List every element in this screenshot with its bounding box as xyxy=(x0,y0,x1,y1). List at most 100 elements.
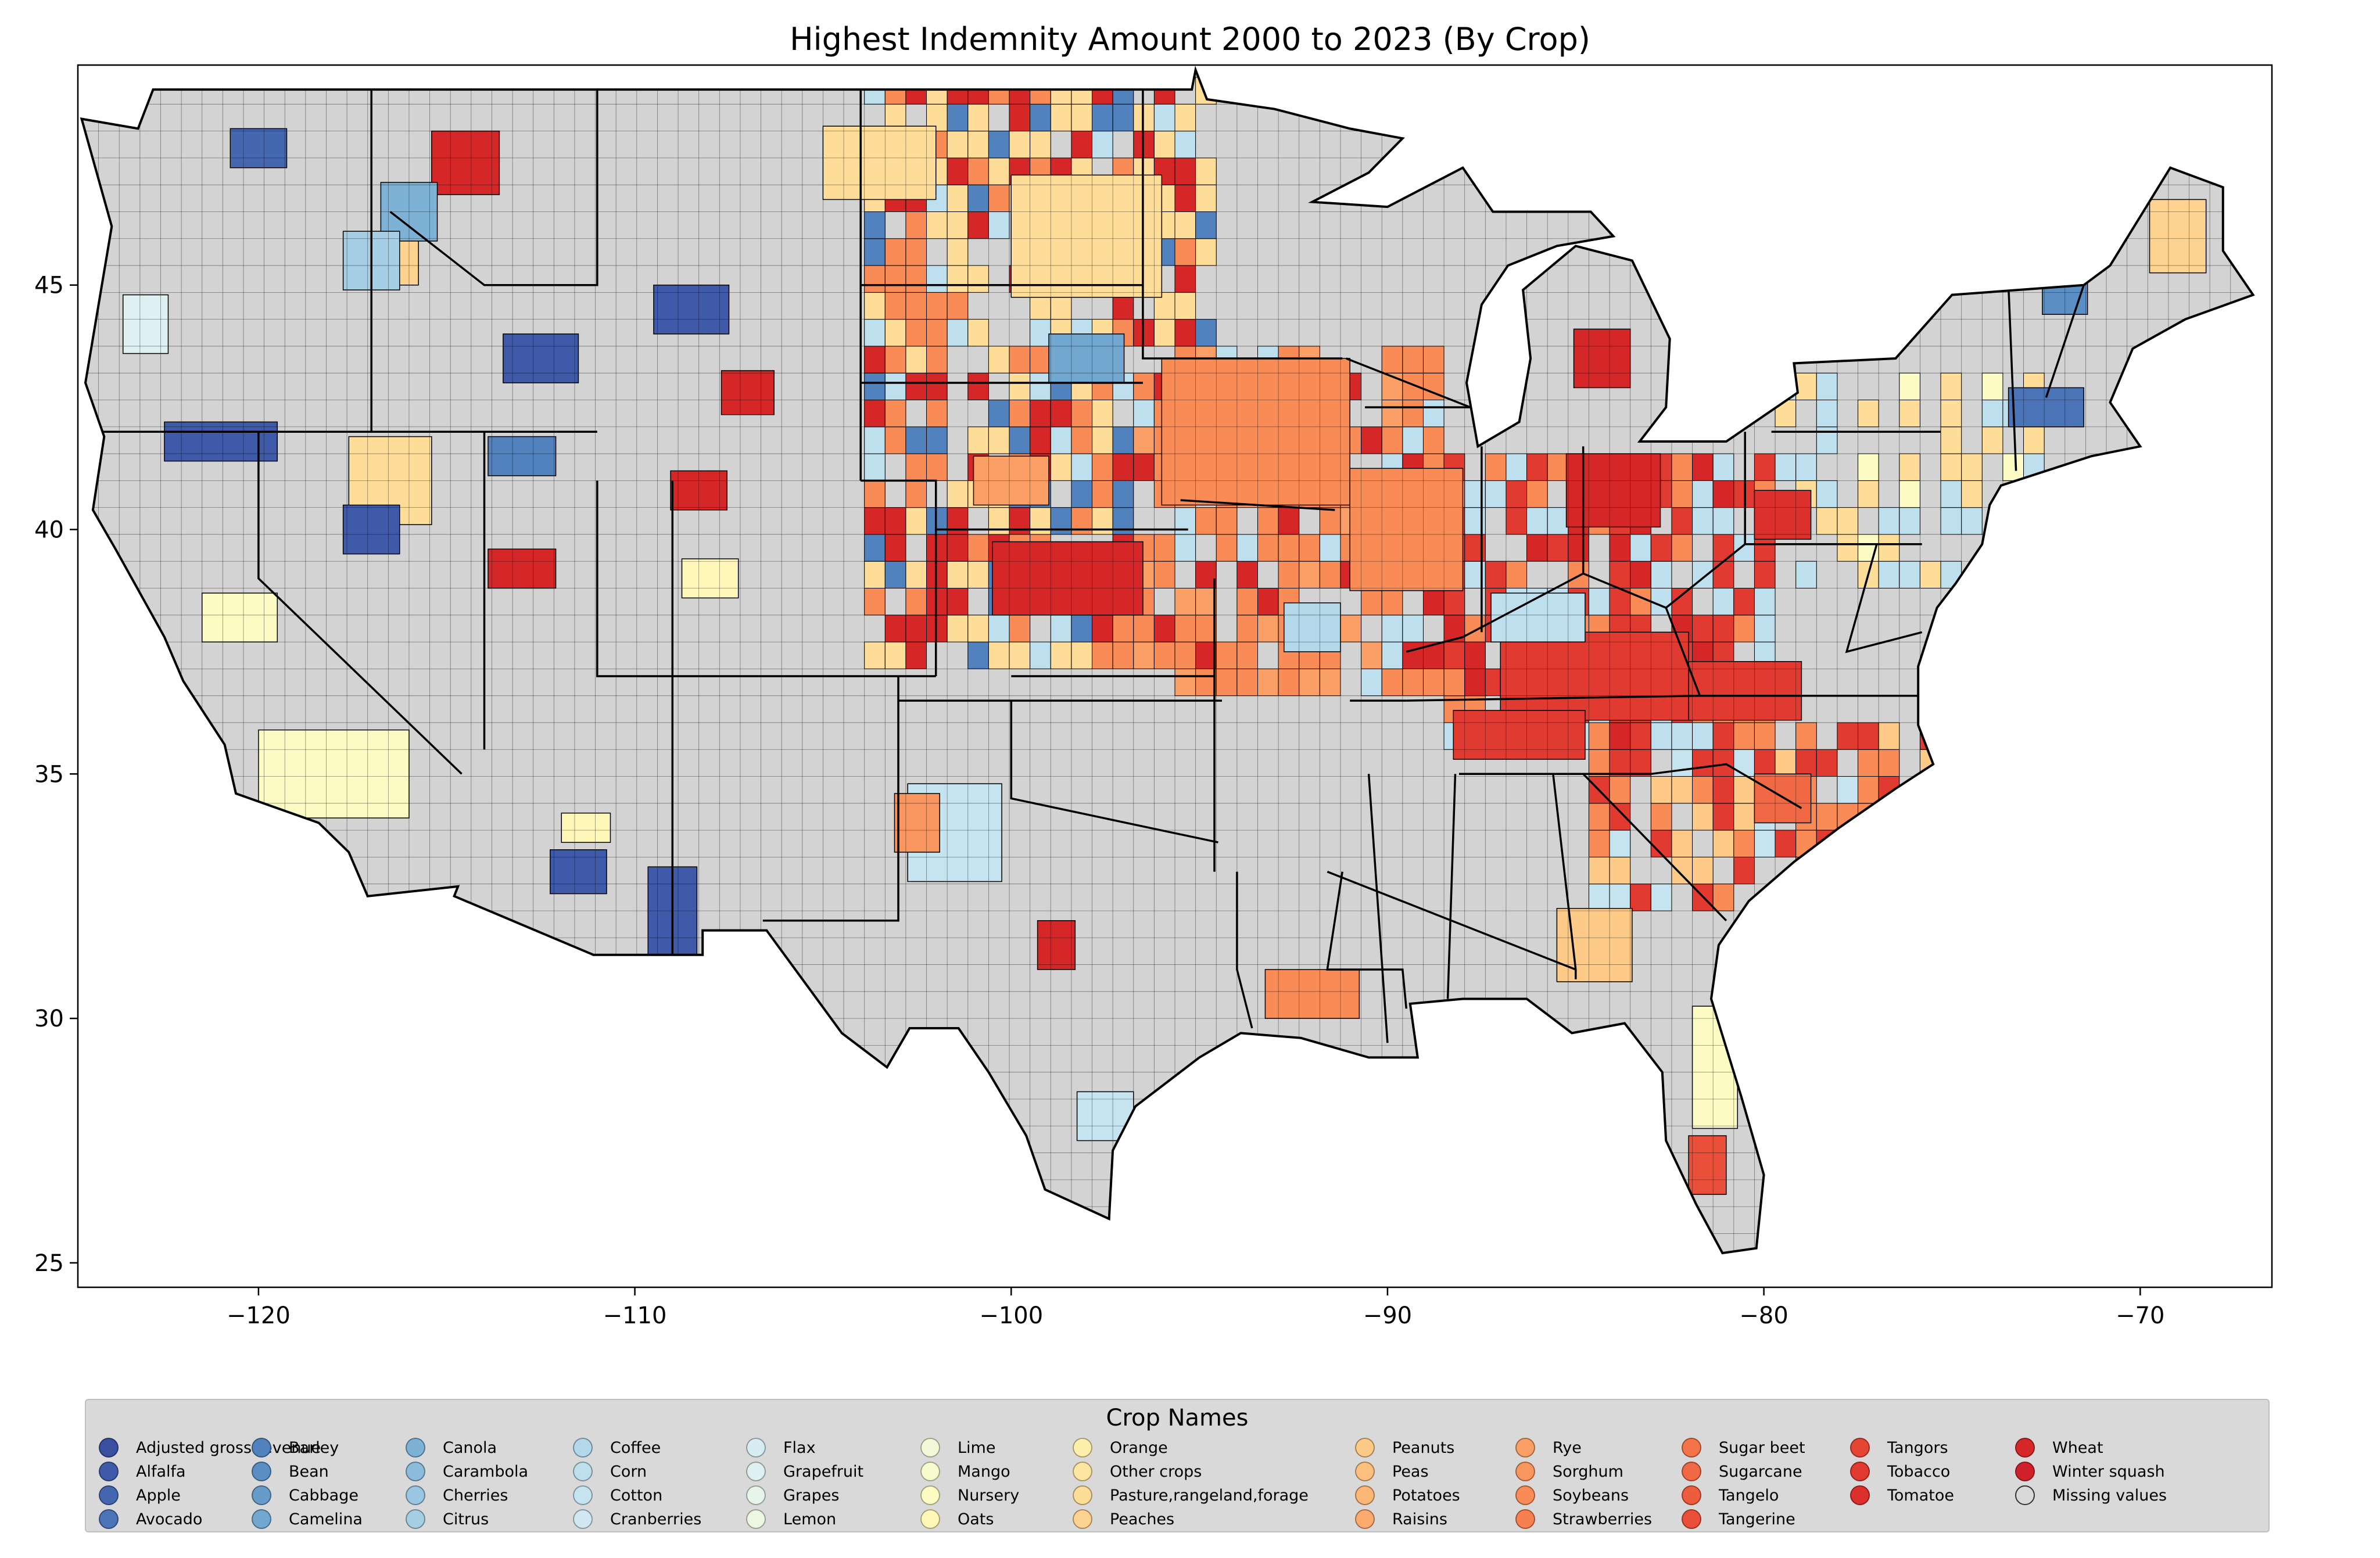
legend-marker xyxy=(920,1438,940,1458)
legend-item: Nursery xyxy=(920,1484,1019,1507)
legend-label: Rye xyxy=(1553,1438,1582,1457)
county-region xyxy=(2008,387,2084,428)
legend-label: Missing values xyxy=(2052,1486,2167,1505)
chart-title: Highest Indemnity Amount 2000 to 2023 (B… xyxy=(790,21,1590,58)
legend-marker xyxy=(1073,1438,1092,1458)
legend-item: Wheat xyxy=(2015,1436,2103,1459)
x-tick-label: −120 xyxy=(227,1302,291,1329)
county-region xyxy=(1284,602,1341,652)
legend-item: Citrus xyxy=(406,1507,489,1531)
legend-item: Barley xyxy=(252,1436,339,1459)
legend-marker xyxy=(746,1462,766,1481)
county-region xyxy=(1688,661,1802,721)
y-tick-label: 25 xyxy=(34,1250,64,1277)
x-axis: −120 −110 −100 −90 −80 −70 xyxy=(227,1287,2165,1329)
legend-item: Other crops xyxy=(1073,1460,1202,1483)
county-region xyxy=(1349,468,1464,591)
legend-marker xyxy=(2015,1485,2035,1505)
county-region xyxy=(653,284,730,335)
legend-marker xyxy=(99,1509,119,1529)
legend-label: Peaches xyxy=(1110,1510,1175,1528)
legend-item: Cotton xyxy=(573,1484,662,1507)
legend-marker xyxy=(1073,1462,1092,1481)
legend-label: Cranberries xyxy=(610,1510,702,1528)
legend-item: Coffee xyxy=(573,1436,661,1459)
legend-label: Wheat xyxy=(2052,1438,2103,1457)
county-region xyxy=(258,729,410,819)
legend-marker xyxy=(1355,1485,1375,1505)
x-tick-label: −90 xyxy=(1363,1302,1412,1329)
legend-item: Tobacco xyxy=(1850,1460,1950,1483)
legend-item: Carambola xyxy=(406,1460,528,1483)
legend-item: Tomatoe xyxy=(1850,1484,1954,1507)
legend-label: Tomatoe xyxy=(1887,1486,1954,1505)
county-region xyxy=(1048,333,1125,383)
legend-label: Sorghum xyxy=(1553,1462,1623,1481)
legend-label: Citrus xyxy=(443,1510,489,1528)
legend-item: Mango xyxy=(920,1460,1010,1483)
county-region xyxy=(1688,1135,1727,1195)
x-tick-label: −80 xyxy=(1739,1302,1788,1329)
plot-frame xyxy=(77,64,2273,1288)
legend-label: Alfalfa xyxy=(136,1462,186,1481)
legend-marker xyxy=(1682,1462,1701,1481)
legend-marker xyxy=(920,1462,940,1481)
legend-item: Sugarcane xyxy=(1682,1460,1802,1483)
county-region xyxy=(1573,328,1631,389)
legend-label: Soybeans xyxy=(1553,1486,1629,1505)
legend-marker xyxy=(406,1485,425,1505)
legend-item: Pasture,rangeland,forage xyxy=(1073,1484,1309,1507)
legend-item: Peas xyxy=(1355,1460,1429,1483)
legend-marker xyxy=(1515,1438,1535,1458)
y-tick-label: 30 xyxy=(34,1006,64,1032)
county-region xyxy=(122,294,169,354)
legend-item: Rye xyxy=(1515,1436,1582,1459)
legend-marker xyxy=(1355,1438,1375,1458)
legend: Crop Names Adjusted gross revenue Alfalfa… xyxy=(85,1399,2270,1532)
county-region xyxy=(670,470,728,511)
legend-marker xyxy=(1073,1485,1092,1505)
legend-label: Tangelo xyxy=(1719,1486,1779,1505)
county-region xyxy=(550,849,607,895)
county-region xyxy=(1453,710,1586,760)
x-tick-label: −110 xyxy=(603,1302,667,1329)
legend-label: Potatoes xyxy=(1392,1486,1460,1505)
legend-marker xyxy=(746,1509,766,1529)
legend-item: Apple xyxy=(99,1484,181,1507)
legend-marker xyxy=(99,1462,119,1481)
legend-marker xyxy=(746,1485,766,1505)
legend-item: Tangors xyxy=(1850,1436,1948,1459)
legend-item: Raisins xyxy=(1355,1507,1447,1531)
legend-marker xyxy=(2015,1462,2035,1481)
legend-marker xyxy=(1850,1462,1870,1481)
legend-item: Potatoes xyxy=(1355,1484,1460,1507)
legend-marker xyxy=(252,1438,271,1458)
legend-marker xyxy=(252,1509,271,1529)
legend-item: Tangelo xyxy=(1682,1484,1779,1507)
legend-label: Camelina xyxy=(289,1510,363,1528)
legend-label: Lemon xyxy=(783,1510,837,1528)
legend-label: Peanuts xyxy=(1392,1438,1455,1457)
legend-item: Canola xyxy=(406,1436,497,1459)
county-region xyxy=(1691,1006,1739,1129)
legend-marker xyxy=(1682,1509,1701,1529)
legend-item: Missing values xyxy=(2015,1484,2167,1507)
legend-label: Pasture,rangeland,forage xyxy=(1110,1486,1309,1505)
legend-item: Sorghum xyxy=(1515,1460,1623,1483)
county-region xyxy=(681,558,739,599)
legend-item: Orange xyxy=(1073,1436,1168,1459)
legend-marker xyxy=(573,1438,593,1458)
legend-item: Grapes xyxy=(746,1484,839,1507)
county-region xyxy=(488,548,557,589)
legend-label: Tangerine xyxy=(1719,1510,1795,1528)
legend-item: Strawberries xyxy=(1515,1507,1652,1531)
legend-item: Lemon xyxy=(746,1507,836,1531)
legend-label: Orange xyxy=(1110,1438,1168,1457)
y-tick-label: 45 xyxy=(34,272,64,299)
legend-marker xyxy=(573,1462,593,1481)
county-region xyxy=(503,333,579,383)
county-region xyxy=(488,436,557,476)
y-tick-label: 35 xyxy=(34,761,64,788)
county-region xyxy=(1490,593,1586,642)
legend-item: Adjusted gross revenue xyxy=(99,1436,321,1459)
